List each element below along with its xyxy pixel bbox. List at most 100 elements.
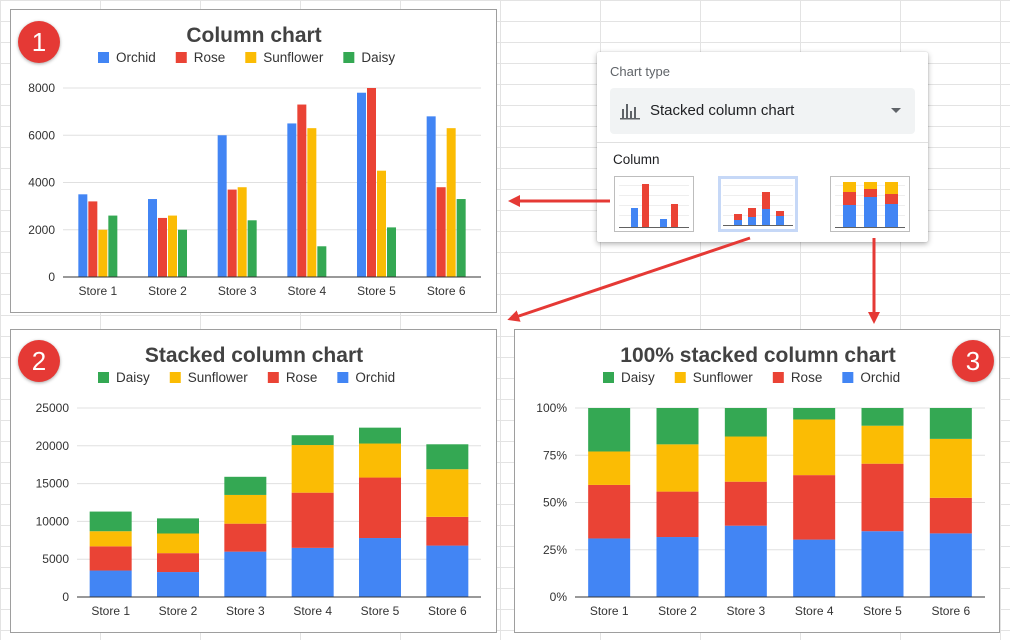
bar-orchid-store-6	[426, 116, 436, 277]
legend-swatch-rose	[175, 52, 187, 63]
x-tick-label: Store 1	[590, 604, 629, 618]
legend-swatch-orchid	[842, 372, 854, 383]
segment-sunflower-store-1	[588, 451, 631, 485]
bar-rose-store-4	[297, 104, 307, 277]
legend-swatch-rose	[267, 372, 279, 383]
bar-rose-store-3	[227, 189, 237, 277]
segment-sunflower-store-4	[793, 419, 836, 476]
segment-sunflower-store-3	[724, 436, 767, 482]
segment-rose-store-6	[929, 497, 972, 534]
x-tick-label: Store 4	[293, 604, 332, 618]
legend-label-sunflower: Sunflower	[188, 370, 249, 385]
legend-label-daisy: Daisy	[116, 370, 150, 385]
y-tick-label: 5000	[42, 552, 69, 566]
caret-down-icon	[891, 108, 901, 113]
y-tick-label: 0	[48, 270, 55, 284]
segment-rose-store-2	[656, 491, 699, 538]
legend-label-rose: Rose	[194, 50, 226, 65]
segment-daisy-store-5	[359, 427, 401, 444]
bar-daisy-store-2	[178, 229, 187, 277]
y-tick-label: 0	[62, 590, 69, 604]
chart-type-dropdown[interactable]: Stacked column chart	[610, 88, 915, 134]
legend-label-daisy: Daisy	[621, 370, 655, 385]
bar-sunflower-store-5	[377, 170, 386, 277]
x-tick-label: Store 2	[658, 604, 697, 618]
legend-swatch-sunflower	[674, 372, 686, 383]
segment-sunflower-store-1	[89, 531, 132, 547]
segment-sunflower-store-5	[861, 425, 904, 464]
percent-stacked-column-chart-panel: 100% stacked column chart Daisy Sunflower R…	[514, 329, 1000, 633]
y-tick-label: 20000	[36, 439, 70, 453]
segment-orchid-store-1	[89, 570, 132, 597]
badge-2: 2	[18, 340, 60, 382]
chart-title: 100% stacked column chart	[620, 344, 895, 367]
y-tick-label: 15000	[36, 477, 70, 491]
segment-sunflower-store-2	[157, 533, 199, 554]
segment-daisy-store-5	[861, 408, 904, 426]
segment-rose-store-4	[291, 492, 334, 548]
y-tick-label: 6000	[28, 128, 55, 142]
stacked-column-chart-thumbnail[interactable]	[718, 176, 798, 232]
bar-orchid-store-3	[217, 135, 227, 277]
segment-daisy-store-3	[224, 476, 267, 495]
legend-label-sunflower: Sunflower	[693, 370, 754, 385]
legend-label-sunflower: Sunflower	[263, 50, 324, 65]
segment-rose-store-1	[588, 484, 631, 539]
segment-daisy-store-3	[724, 408, 767, 437]
y-tick-label: 4000	[28, 176, 55, 190]
segment-sunflower-store-6	[426, 469, 469, 517]
segment-daisy-store-6	[929, 408, 972, 439]
bar-rose-store-2	[158, 217, 167, 277]
chart-type-panel: Chart type Stacked column chart Column	[597, 52, 928, 242]
legend-swatch-sunflower	[245, 52, 257, 63]
bar-daisy-store-1	[108, 215, 118, 277]
chart-title: Column chart	[186, 24, 321, 47]
bar-sunflower-store-6	[446, 128, 456, 277]
segment-rose-store-3	[224, 523, 267, 552]
legend-swatch-daisy	[98, 372, 109, 383]
segment-sunflower-store-6	[929, 438, 972, 498]
legend-label-rose: Rose	[286, 370, 318, 385]
segment-rose-store-3	[724, 481, 767, 526]
segment-daisy-store-4	[291, 435, 334, 446]
x-tick-label: Store 2	[148, 284, 187, 298]
badge-3: 3	[952, 340, 994, 382]
percent-stacked-column-chart: 100% stacked column chart Daisy Sunflower R…	[536, 344, 985, 618]
segment-daisy-store-1	[588, 408, 631, 452]
x-tick-label: Store 6	[931, 604, 970, 618]
legend-swatch-sunflower	[169, 372, 181, 383]
legend-swatch-orchid	[98, 52, 109, 63]
segment-rose-store-2	[157, 553, 199, 573]
segment-daisy-store-2	[157, 518, 199, 534]
x-tick-label: Store 6	[427, 284, 466, 298]
x-tick-label: Store 5	[361, 604, 400, 618]
segment-rose-store-1	[89, 546, 132, 571]
x-tick-label: Store 6	[428, 604, 467, 618]
segment-orchid-store-5	[861, 531, 904, 597]
segment-sunflower-store-5	[359, 443, 401, 478]
legend-swatch-daisy	[343, 52, 355, 63]
x-tick-label: Store 3	[218, 284, 257, 298]
bar-sunflower-store-2	[168, 215, 177, 277]
column-chart-thumbnail[interactable]	[614, 176, 694, 232]
bar-daisy-store-4	[317, 246, 327, 277]
bar-orchid-store-4	[287, 123, 297, 277]
legend-label-orchid: Orchid	[355, 370, 395, 385]
segment-rose-store-5	[861, 463, 904, 532]
bar-orchid-store-5	[357, 92, 366, 277]
x-tick-label: Store 5	[863, 604, 902, 618]
y-tick-label: 25%	[543, 543, 567, 557]
x-tick-label: Store 4	[795, 604, 834, 618]
chart-type-label: Chart type	[610, 64, 670, 79]
bar-chart-icon	[620, 104, 640, 120]
bar-rose-store-5	[367, 88, 376, 277]
x-tick-label: Store 1	[91, 604, 130, 618]
segment-orchid-store-4	[291, 547, 334, 597]
bar-rose-store-6	[436, 187, 446, 277]
column-chart: Column chart Orchid Rose Sunflower Daisy 0 200…	[28, 24, 481, 298]
chart-title: Stacked column chart	[145, 344, 363, 367]
column-section-label: Column	[613, 152, 660, 167]
segment-orchid-store-3	[224, 551, 267, 597]
stacked-column-chart: Stacked column chart Daisy Sunflower Rose Or…	[36, 344, 481, 618]
100-percent-stacked-column-chart-thumbnail[interactable]	[830, 176, 910, 232]
